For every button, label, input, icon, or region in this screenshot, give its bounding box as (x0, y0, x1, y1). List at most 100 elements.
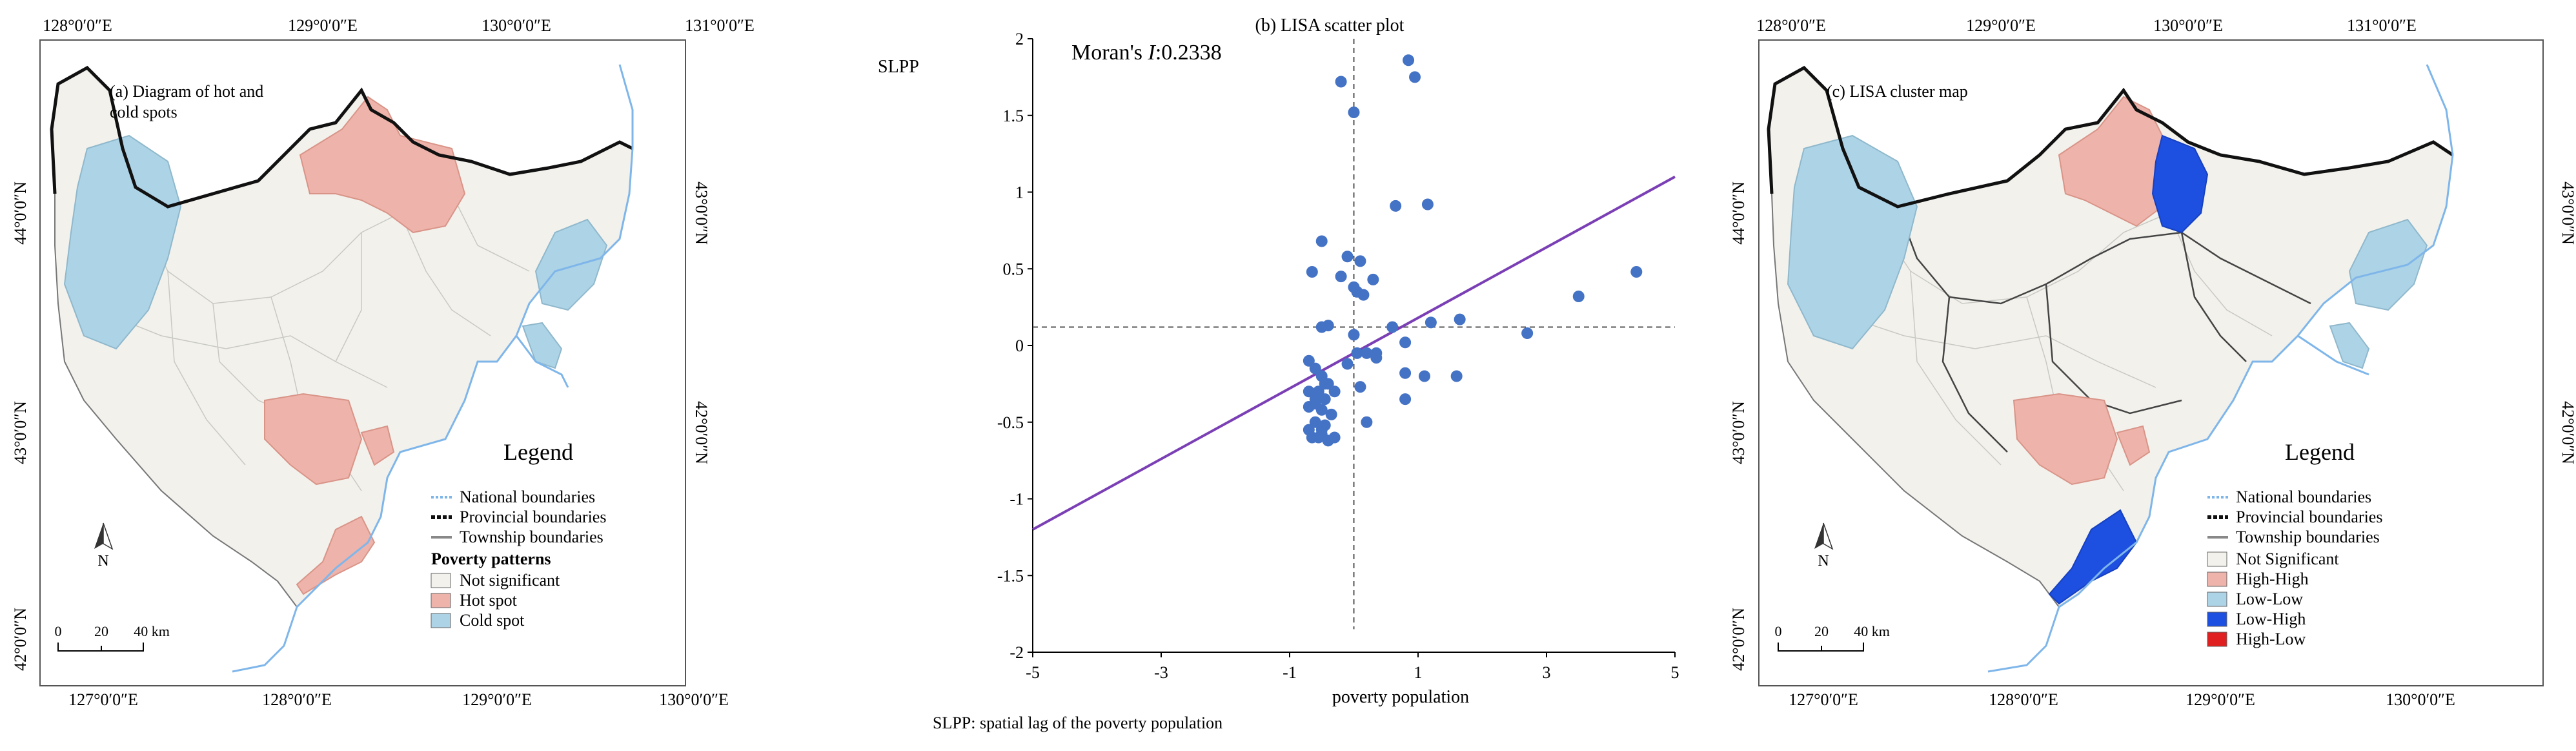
cold-spot-east (534, 218, 608, 311)
y-axis-label: SLPP (878, 57, 919, 77)
lon-label-top: 130°0′0″E (482, 16, 551, 35)
scatter-point (1315, 235, 1328, 247)
scatter-point (1319, 378, 1331, 390)
lat-label-right: 42°0′0″N (2559, 401, 2576, 464)
scatter-point (1303, 355, 1315, 367)
scatter-point (1630, 266, 1643, 278)
lat-label-left: 42°0′0″N (11, 608, 30, 671)
lisa-cluster-map: 128°0′0″E 129°0′0″E 130°0′0″E 131°0′0″E … (1729, 16, 2576, 709)
legend-label: Not Significant (2236, 550, 2339, 568)
lat-label-right: 42°0′0″N (692, 401, 711, 464)
lon-label-top: 128°0′0″E (43, 16, 112, 35)
y-tick-label: 0 (1015, 336, 1024, 355)
scatter-point (1386, 321, 1399, 333)
x-tick-label: 1 (1414, 663, 1423, 682)
scatter-point (1399, 393, 1412, 406)
x-tick-label: -1 (1283, 663, 1297, 682)
cold-spot-west (63, 134, 182, 350)
lat-label-right: 43°0′0″N (692, 181, 711, 245)
x-tick-label: 5 (1671, 663, 1679, 682)
scatter-point (1319, 393, 1331, 406)
scatter-point (1306, 266, 1318, 278)
x-tick-label: 3 (1543, 663, 1551, 682)
river-north (618, 64, 634, 149)
provincial-boundary (1767, 65, 2454, 209)
low-low-southeast (2329, 322, 2370, 369)
scatter-point (1521, 327, 1534, 339)
provincial-boundary (50, 65, 634, 209)
map-frame (39, 39, 686, 686)
lat-label-left: 43°0′0″N (11, 401, 30, 464)
morans-i-annotation: Moran's I:0.2338 (1071, 41, 1222, 65)
legend-label: Provincial boundaries (2236, 508, 2382, 526)
lon-label-bottom: 128°0′0″E (1989, 690, 2058, 709)
legend-label: Low-Low (2236, 590, 2303, 608)
x-axis-label: poverty population (1332, 687, 1469, 707)
legend-swatch-not-significant (431, 573, 451, 588)
hot-spot-central (264, 393, 363, 486)
lisa-cluster-map-panel: 128°0′0″E 129°0′0″E 130°0′0″E 131°0′0″E … (1729, 0, 2576, 748)
legend-label: National boundaries (460, 488, 595, 506)
legend-label: High-High (2236, 570, 2309, 588)
scatter-point (1341, 251, 1354, 263)
scatter-point (1348, 107, 1360, 118)
legend-label: Not significant (460, 571, 560, 590)
legend-label: High-Low (2236, 630, 2306, 648)
north-arrow-icon: N (1814, 522, 1834, 570)
scatter-point (1315, 321, 1328, 333)
y-tick-label: -1 (1009, 490, 1024, 509)
lat-label-right: 43°0′0″N (2559, 181, 2576, 245)
scatter-point (1409, 71, 1421, 83)
y-tick-label: -2 (1009, 643, 1024, 662)
scatter-point (1315, 404, 1328, 416)
scatter-point (1315, 424, 1328, 436)
high-high-central-small (2116, 425, 2151, 466)
legend-label: Township boundaries (460, 528, 603, 546)
chart-caption: SLPP: spatial lag of the poverty populat… (933, 714, 1223, 732)
legend-swatch-high-low (2207, 632, 2227, 647)
legend-swatch-cold (431, 613, 451, 628)
lon-label-bottom: 127°0′0″E (1789, 690, 1858, 709)
y-tick-label: 0.5 (1003, 260, 1024, 278)
scatter-point (1572, 291, 1585, 302)
map-title: cold spots (110, 103, 177, 121)
map-title: (c) LISA cluster map (1827, 82, 1968, 101)
scatter-point (1421, 198, 1434, 211)
y-tick-label: 1 (1015, 183, 1024, 202)
scatter-point (1351, 347, 1363, 359)
national-boundary-river (1987, 154, 2454, 673)
svg-text:20: 20 (1814, 623, 1829, 639)
low-low-west (1787, 134, 1918, 350)
svg-text:0: 0 (1775, 623, 1782, 639)
scatter-point (1354, 381, 1366, 393)
hot-spot-central-small (360, 425, 395, 466)
legend-label: Township boundaries (2236, 528, 2380, 546)
lon-label-top: 128°0′0″E (1756, 16, 1826, 35)
scatter-point (1309, 416, 1321, 428)
scatter-point (1454, 313, 1466, 325)
y-tick-label: 1.5 (1003, 107, 1024, 125)
scatter-point (1361, 347, 1373, 359)
scatter-point (1425, 316, 1437, 329)
hot-spot-south (296, 515, 376, 595)
scatter-point (1354, 255, 1366, 267)
lon-label-top: 131°0′0″E (685, 16, 755, 35)
scatter-point (1403, 54, 1415, 67)
svg-text:0: 0 (55, 623, 62, 639)
scatter-point (1306, 431, 1318, 444)
legend-title: Legend (2285, 439, 2355, 465)
legend-swatch-not-significant (2207, 551, 2227, 567)
scatter-point (1335, 76, 1347, 88)
scatter-point (1357, 289, 1370, 301)
scatter-point (1361, 416, 1373, 428)
lisa-scatter-panel: (b) LISA scatter plot SLPP Moran's I:0.2… (839, 0, 1730, 748)
x-tick-label: -5 (1026, 663, 1040, 682)
scale-bar: 0 20 40 km (1775, 623, 1890, 652)
lat-label-left: 44°0′0″N (11, 181, 30, 245)
hot-cold-map: 128°0′0″E 129°0′0″E 130°0′0″E 131°0′0″E … (11, 16, 755, 709)
hot-cold-map-panel: 128°0′0″E 129°0′0″E 130°0′0″E 131°0′0″E … (0, 0, 839, 748)
y-tick-label: 2 (1015, 30, 1024, 48)
chart-title: (b) LISA scatter plot (1255, 15, 1405, 36)
svg-text:40 km: 40 km (134, 623, 170, 639)
legend-title: Legend (503, 439, 573, 465)
